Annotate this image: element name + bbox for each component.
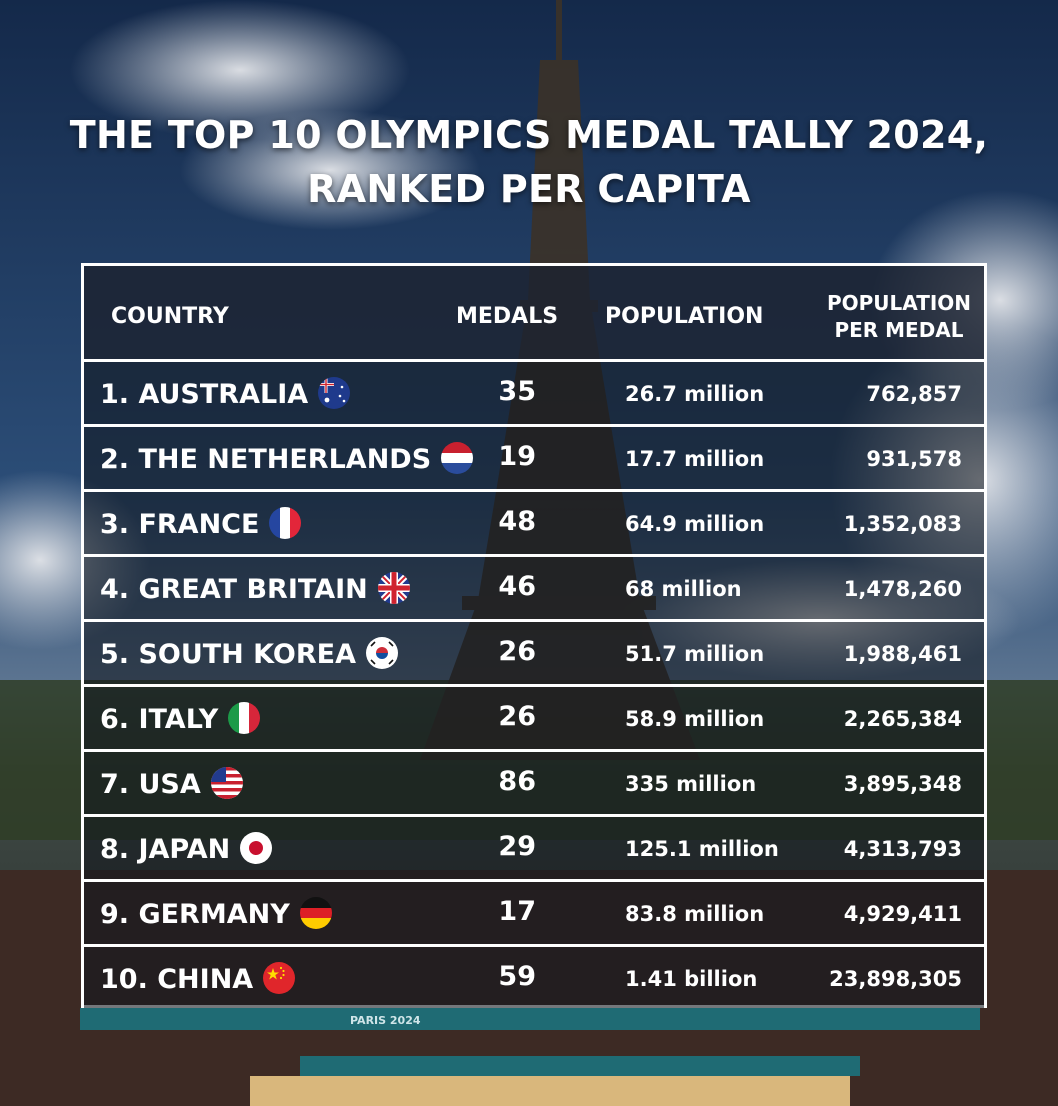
country-name: 7. USA bbox=[100, 769, 201, 800]
table-row: 7. USA 86 335 million 3,895,348 bbox=[84, 752, 984, 817]
cloud bbox=[180, 110, 480, 230]
country-cell: 2. THE NETHERLANDS bbox=[100, 442, 474, 481]
medals-cell: 29 bbox=[498, 831, 536, 862]
medals-cell: 46 bbox=[498, 571, 536, 602]
table-header: COUNTRY MEDALS POPULATION POPULATION PER… bbox=[84, 266, 984, 362]
country-name: 8. JAPAN bbox=[100, 834, 231, 865]
header-medals: MEDALS bbox=[456, 304, 559, 329]
south-korea-flag-icon bbox=[365, 637, 398, 676]
population-cell: 51.7 million bbox=[625, 642, 765, 666]
netherlands-flag-icon bbox=[441, 442, 474, 481]
population-per-medal-cell: 1,478,260 bbox=[843, 577, 962, 601]
population-cell: 1.41 billion bbox=[625, 967, 758, 991]
population-cell: 83.8 million bbox=[625, 902, 765, 926]
population-cell: 17.7 million bbox=[625, 447, 765, 471]
japan-flag-icon bbox=[240, 832, 273, 871]
table-row: 4. GREAT BRITAIN 46 68 million 1,478,260 bbox=[84, 557, 984, 622]
country-cell: 1. AUSTRALIA bbox=[100, 377, 351, 416]
china-flag-icon bbox=[263, 962, 296, 1001]
population-cell: 335 million bbox=[625, 772, 757, 796]
population-per-medal-cell: 762,857 bbox=[866, 382, 962, 406]
medals-cell: 17 bbox=[498, 896, 536, 927]
country-cell: 8. JAPAN bbox=[100, 832, 273, 871]
population-per-medal-cell: 4,313,793 bbox=[843, 837, 962, 861]
cloud bbox=[70, 0, 410, 140]
italy-flag-icon bbox=[228, 702, 261, 741]
table-row: 1. AUSTRALIA 35 26.7 million 762,857 bbox=[84, 362, 984, 427]
header-country: COUNTRY bbox=[111, 304, 229, 329]
medals-cell: 19 bbox=[498, 441, 536, 472]
population-cell: 58.9 million bbox=[625, 707, 765, 731]
country-cell: 10. CHINA bbox=[100, 962, 296, 1001]
header-population: POPULATION bbox=[605, 304, 764, 329]
country-name: 6. ITALY bbox=[100, 704, 219, 735]
uk-flag-icon bbox=[377, 572, 410, 611]
medals-cell: 59 bbox=[498, 961, 536, 992]
population-cell: 68 million bbox=[625, 577, 742, 601]
country-name: 2. THE NETHERLANDS bbox=[100, 444, 432, 475]
medals-cell: 26 bbox=[498, 701, 536, 732]
country-name: 1. AUSTRALIA bbox=[100, 379, 309, 410]
header-population-per-medal: POPULATION PER MEDAL bbox=[814, 290, 984, 344]
medals-cell: 35 bbox=[498, 376, 536, 407]
country-cell: 7. USA bbox=[100, 767, 243, 806]
population-per-medal-cell: 1,352,083 bbox=[843, 512, 962, 536]
medals-cell: 48 bbox=[498, 506, 536, 537]
country-cell: 9. GERMANY bbox=[100, 897, 332, 936]
population-per-medal-cell: 4,929,411 bbox=[843, 902, 962, 926]
page-title: THE TOP 10 OLYMPICS MEDAL TALLY 2024, RA… bbox=[0, 108, 1058, 216]
table-row: 10. CHINA 59 1.41 billion 23,898,305 bbox=[84, 947, 984, 1008]
header-ppm-line-1: POPULATION bbox=[826, 291, 972, 315]
sand-court bbox=[250, 1076, 850, 1106]
medals-cell: 86 bbox=[498, 766, 536, 797]
table-row: 2. THE NETHERLANDS 19 17.7 million 931,578 bbox=[84, 427, 984, 492]
title-line-2: RANKED PER CAPITA bbox=[307, 167, 751, 211]
australia-flag-icon bbox=[318, 377, 351, 416]
table-row: 9. GERMANY 17 83.8 million 4,929,411 bbox=[84, 882, 984, 947]
france-flag-icon bbox=[269, 507, 302, 546]
title-line-1: THE TOP 10 OLYMPICS MEDAL TALLY 2024, bbox=[69, 113, 989, 157]
medal-table: COUNTRY MEDALS POPULATION POPULATION PER… bbox=[81, 263, 987, 1008]
table-row: 6. ITALY 26 58.9 million 2,265,384 bbox=[84, 687, 984, 752]
population-per-medal-cell: 23,898,305 bbox=[829, 967, 962, 991]
country-name: 9. GERMANY bbox=[100, 899, 290, 930]
banner-text: PARIS 2024 bbox=[350, 1014, 421, 1027]
country-cell: 5. SOUTH KOREA bbox=[100, 637, 398, 676]
population-per-medal-cell: 2,265,384 bbox=[843, 707, 962, 731]
country-name: 3. FRANCE bbox=[100, 509, 260, 540]
country-name: 10. CHINA bbox=[100, 964, 254, 995]
country-name: 5. SOUTH KOREA bbox=[100, 639, 356, 670]
country-cell: 6. ITALY bbox=[100, 702, 261, 741]
stadium-banner bbox=[80, 1008, 980, 1030]
country-name: 4. GREAT BRITAIN bbox=[100, 574, 368, 605]
population-cell: 26.7 million bbox=[625, 382, 765, 406]
country-cell: 3. FRANCE bbox=[100, 507, 302, 546]
table-row: 5. SOUTH KOREA 26 51.7 million 1,988,461 bbox=[84, 622, 984, 687]
table-row: 8. JAPAN 29 125.1 million 4,313,793 bbox=[84, 817, 984, 882]
table-row: 3. FRANCE 48 64.9 million 1,352,083 bbox=[84, 492, 984, 557]
header-ppm-line-2: PER MEDAL bbox=[834, 318, 964, 342]
country-cell: 4. GREAT BRITAIN bbox=[100, 572, 410, 611]
population-cell: 125.1 million bbox=[625, 837, 779, 861]
medals-cell: 26 bbox=[498, 636, 536, 667]
population-per-medal-cell: 3,895,348 bbox=[843, 772, 962, 796]
population-per-medal-cell: 1,988,461 bbox=[843, 642, 962, 666]
usa-flag-icon bbox=[210, 767, 243, 806]
germany-flag-icon bbox=[299, 897, 332, 936]
population-per-medal-cell: 931,578 bbox=[866, 447, 962, 471]
stadium-banner bbox=[300, 1056, 860, 1076]
population-cell: 64.9 million bbox=[625, 512, 765, 536]
